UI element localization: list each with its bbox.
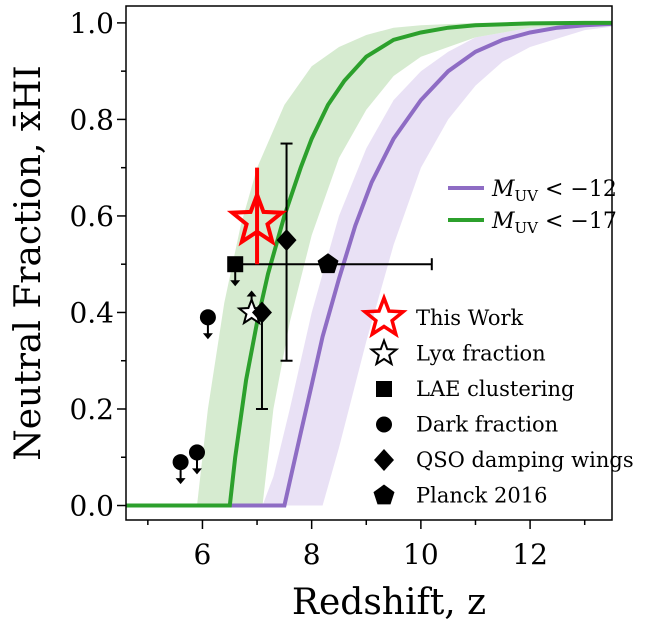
this-work-star	[226, 189, 288, 247]
legend-text: QSO damping wings	[416, 448, 634, 472]
legend-text: LAE clustering	[416, 377, 574, 401]
circle-point-1-limit-arrow-head	[175, 478, 186, 485]
uncertainty-band-2	[197, 22, 612, 506]
square-point-1-limit-arrow-head	[230, 280, 241, 287]
model-curve-2	[126, 20, 612, 508]
legend-label-1: MUV < −12	[491, 177, 617, 205]
circle-point-2-limit-arrow-head	[191, 468, 202, 475]
circle-point-1	[172, 454, 189, 471]
circle-point-3-limit-arrow-head	[202, 333, 213, 340]
legend-marker-this-work	[360, 293, 408, 339]
diamond-point-2	[276, 229, 297, 252]
diamond-point-1	[251, 301, 272, 324]
x-tick-label: 12	[512, 538, 548, 571]
y-axis-ticks: 0.0 0.2 0.4 0.6 0.8 1.0	[69, 7, 126, 523]
circle-point-2	[188, 444, 205, 461]
legend-text: Dark fraction	[416, 413, 558, 437]
uncertainty-band-1	[262, 22, 612, 506]
x-axis-ticks: 6 8 10 12	[147, 520, 586, 571]
data-points	[172, 142, 433, 485]
model-uncertainty-bands	[197, 22, 612, 506]
y-tick-label: 0.4	[69, 296, 114, 329]
legend-text: Planck 2016	[416, 484, 548, 508]
circle-point-3	[199, 309, 216, 326]
legend-marker-diamond	[374, 449, 394, 471]
y-tick-label: 0.6	[69, 200, 114, 233]
legend-marker-star-open	[368, 337, 400, 367]
x-axis-label: Redshift, z	[292, 582, 486, 623]
model-curves	[126, 20, 612, 508]
legend-marker-square	[376, 381, 392, 397]
y-tick-label: 0.8	[69, 103, 114, 136]
legend-marker-pentagon	[373, 484, 395, 505]
legend-data: This Work Lyα fraction LAE clustering Dark …	[360, 293, 634, 508]
legend-text: This Work	[416, 306, 524, 330]
square-point-1	[227, 256, 244, 273]
legend-models: MUV < −12 MUV < −17	[448, 177, 617, 237]
x-tick-label: 6	[194, 538, 212, 571]
legend-label-2: MUV < −17	[491, 209, 617, 237]
model-curve-1	[126, 21, 612, 508]
pentagon-point-1	[317, 253, 339, 274]
star-open-point-1-limit-arrow-head	[246, 290, 257, 297]
x-tick-label: 10	[403, 538, 439, 571]
legend-text: Lyα fraction	[416, 342, 546, 366]
x-tick-label: 8	[303, 538, 321, 571]
legend-marker-circle	[376, 416, 392, 433]
y-tick-label: 0.2	[69, 393, 114, 426]
plot-frame	[125, 5, 613, 521]
y-tick-label: 0.0	[69, 490, 114, 523]
y-tick-label: 1.0	[69, 7, 114, 40]
y-axis-label: Neutral Fraction, x̄HI	[8, 65, 49, 461]
